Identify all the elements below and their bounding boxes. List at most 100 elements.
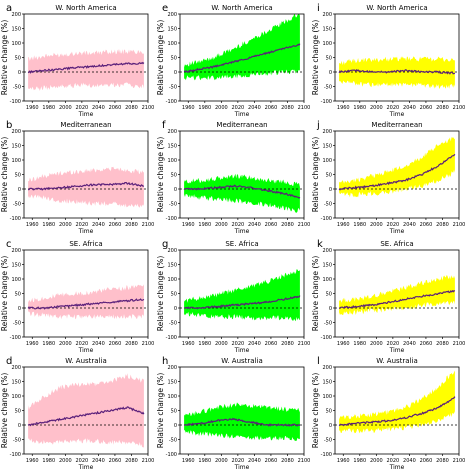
x-tick-label: 2080 (125, 341, 138, 347)
y-tick-label: 0 (18, 70, 21, 76)
x-tick-label: 1980 (353, 222, 366, 228)
y-tick-label: -50 (13, 85, 21, 91)
y-tick-label: -50 (324, 202, 332, 208)
y-tick-label: 50 (326, 409, 332, 415)
x-tick-label: 1980 (353, 341, 366, 347)
y-tick-label: 200 (167, 12, 177, 18)
y-tick-label: 0 (18, 187, 21, 193)
panel-letter: c (6, 239, 12, 250)
x-tick-label: 2040 (248, 341, 261, 347)
y-tick-label: 0 (329, 306, 332, 312)
y-tick-label: 100 (322, 158, 332, 164)
y-tick-label: 200 (11, 248, 21, 254)
x-tick-label: 2020 (231, 222, 244, 228)
panel-letter: l (317, 356, 320, 367)
x-tick-label: 2040 (92, 222, 105, 228)
panel-k: -100 -50 0 50 100 150 200 1960 1980 2000 2020 2040 2… (311, 239, 465, 354)
x-tick-label: 2000 (215, 222, 228, 228)
panel-letter: b (6, 120, 12, 131)
x-tick-label: 2080 (436, 222, 449, 228)
x-tick-label: 1960 (26, 222, 39, 228)
median-line (27, 406, 145, 427)
ensemble-spread-band (28, 373, 144, 448)
panel-h: -100 -50 0 50 100 150 200 1960 1980 2000 2020 2040 2… (156, 356, 310, 470)
y-tick-label: -50 (13, 321, 21, 327)
y-tick-label: 0 (18, 306, 21, 312)
y-axis-label: Relative change (%) (0, 256, 9, 332)
x-axis-label: Time (78, 464, 94, 470)
panel-d: -100 -50 0 50 100 150 200 1960 1980 2000 2020 2040 2… (0, 356, 154, 470)
x-tick-label: 2000 (59, 341, 72, 347)
median-line (338, 396, 456, 427)
x-axis-label: Time (78, 228, 94, 235)
y-tick-label: 150 (11, 27, 21, 33)
x-tick-label: 2000 (215, 458, 228, 464)
x-tick-label: 2040 (92, 458, 105, 464)
y-tick-label: 150 (167, 263, 177, 269)
y-tick-label: 100 (167, 158, 177, 164)
x-tick-label: 1980 (353, 105, 366, 111)
panel-b: -100 -50 0 50 100 150 200 1960 1980 2000 2020 2040 2… (0, 120, 154, 235)
ensemble-spread-band (184, 269, 300, 322)
x-tick-label: 1960 (337, 341, 350, 347)
x-tick-label: 1960 (337, 105, 350, 111)
y-tick-label: 150 (322, 27, 332, 33)
y-tick-label: 100 (167, 41, 177, 47)
x-tick-label: 2100 (453, 222, 466, 228)
x-tick-label: 2080 (436, 458, 449, 464)
x-axis-label: Time (234, 228, 250, 235)
x-tick-label: 1980 (198, 222, 211, 228)
x-tick-label: 1980 (198, 458, 211, 464)
y-tick-label: 200 (322, 129, 332, 135)
y-tick-label: 0 (18, 423, 21, 429)
x-axis-label: Time (389, 228, 405, 235)
panel-plot-area (24, 284, 148, 320)
x-tick-label: 1980 (353, 458, 366, 464)
x-tick-label: 2060 (420, 105, 433, 111)
ensemble-spread-band (339, 275, 455, 315)
panel-letter: k (317, 239, 323, 250)
y-tick-label: 50 (15, 292, 21, 298)
y-tick-label: 50 (171, 409, 177, 415)
x-tick-label: 2000 (59, 222, 72, 228)
x-tick-label: 2100 (142, 222, 155, 228)
panel-title: W. North America (55, 4, 116, 12)
median-line (338, 68, 456, 75)
y-axis-label: Relative change (%) (0, 373, 9, 449)
panel-letter: d (6, 356, 12, 367)
y-tick-label: 0 (329, 423, 332, 429)
ensemble-spread-band (184, 14, 300, 81)
median-line (338, 289, 455, 310)
y-tick-label: 200 (322, 365, 332, 371)
x-tick-label: 1960 (26, 105, 39, 111)
x-axis-label: Time (234, 347, 250, 354)
panel-letter: e (162, 3, 168, 14)
x-tick-label: 2040 (248, 222, 261, 228)
x-tick-label: 1980 (198, 105, 211, 111)
y-tick-label: 100 (167, 394, 177, 400)
y-tick-label: -100 (10, 99, 21, 105)
y-tick-label: 200 (11, 365, 21, 371)
x-tick-label: 2100 (298, 222, 311, 228)
x-tick-label: 2020 (231, 105, 244, 111)
y-tick-label: 200 (167, 365, 177, 371)
y-tick-label: 50 (171, 56, 177, 62)
x-tick-label: 2000 (370, 341, 383, 347)
y-tick-label: -100 (321, 99, 332, 105)
panel-title: SE. Africa (225, 240, 258, 248)
panel-letter: h (162, 356, 168, 367)
y-axis-label: Relative change (%) (311, 137, 320, 213)
y-tick-label: 200 (322, 12, 332, 18)
x-tick-label: 2000 (370, 222, 383, 228)
y-tick-label: 50 (15, 56, 21, 62)
panel-plot-area (180, 269, 304, 322)
ensemble-spread-band (28, 284, 144, 320)
x-tick-label: 2100 (142, 341, 155, 347)
x-axis-label: Time (78, 347, 94, 354)
y-tick-label: -50 (169, 202, 177, 208)
x-tick-label: 1960 (182, 458, 195, 464)
y-axis-label: Relative change (%) (0, 20, 9, 96)
panel-letter: f (162, 120, 166, 131)
panel-plot-area (24, 49, 148, 91)
panel-title: W. North America (366, 4, 427, 12)
